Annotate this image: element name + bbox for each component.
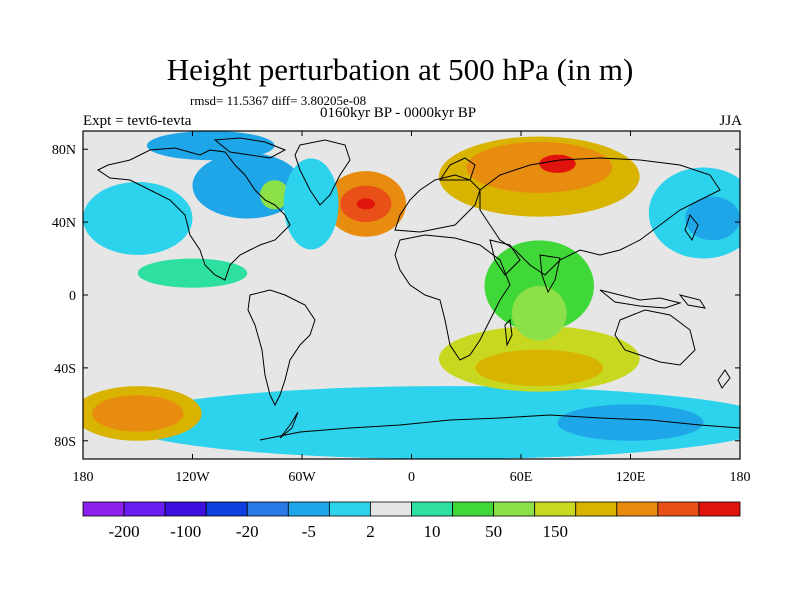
y-tick-label: 40N (52, 216, 76, 231)
colorbar-swatch (164, 501, 207, 517)
coastline-greenland (294, 139, 351, 206)
y-tick-label: 80S (54, 435, 76, 450)
x-tick-label: 0 (408, 470, 415, 485)
season-label: JJA (719, 113, 742, 129)
experiment-label: Expt = tevt6-tevta (83, 113, 192, 129)
stats-line: rmsd= 11.5367 diff= 3.80205e-08 (190, 93, 367, 108)
coastline-madagascar (504, 318, 513, 347)
colorbar-label: -100 (170, 522, 201, 541)
colorbar-swatch (287, 501, 330, 517)
colorbar-swatch (328, 501, 371, 517)
coastline-australia (614, 309, 696, 366)
colorbar-label: 10 (424, 522, 441, 541)
field-north-atlantic-high-center (356, 198, 375, 210)
colorbar-swatch (205, 501, 248, 517)
colorbar-swatch (534, 501, 577, 517)
coastline-europe (394, 174, 481, 233)
x-tick-label: 120E (616, 470, 646, 485)
colorbar-swatch (575, 501, 618, 517)
coastline-indonesia (599, 289, 682, 309)
colorbar: -200 -100 -20 -5 2 10 50 150 (82, 501, 741, 541)
field-tropical-indian-low (484, 240, 594, 332)
colorbar-swatch (82, 501, 125, 517)
colorbar-label: 50 (485, 522, 502, 541)
colorbar-swatch (616, 501, 659, 517)
field-hudson-high (260, 180, 290, 210)
figure-title: Height perturbation at 500 hPa (in m) (166, 52, 634, 87)
field-equatorial-pacific-low (137, 258, 248, 288)
coastline-antarctica (259, 414, 740, 441)
height-field (83, 131, 740, 459)
coastlines (97, 137, 740, 441)
y-tick-label: 80N (52, 143, 76, 158)
coastline-japan (684, 213, 699, 242)
coastline-north-america (97, 147, 291, 281)
coastline-scandinavia (439, 157, 476, 181)
y-tick-label: 0 (69, 289, 76, 304)
colorbar-swatch (493, 501, 536, 517)
field-southern-ocean-band-core (557, 404, 704, 441)
y-tick-label: 40S (54, 362, 76, 377)
coastline-antarctic-peninsula (279, 411, 299, 439)
field-indian-ocean-high-core (475, 349, 604, 387)
coastline-africa (394, 234, 511, 361)
y-axis: 80N 40N 0 40S 80S (52, 143, 740, 450)
coastline-new-zealand (717, 369, 731, 389)
field-tropical-indian-core (511, 285, 567, 341)
colorbar-swatch (698, 501, 741, 517)
colorbar-label: 150 (542, 522, 568, 541)
field-north-pacific-low (83, 182, 193, 255)
field-south-pacific-low (83, 322, 229, 377)
x-tick-label: 180 (730, 470, 751, 485)
x-tick-label: 60E (510, 470, 533, 485)
colorbar-swatch (370, 501, 412, 517)
x-tick-label: 120W (175, 470, 210, 485)
colorbar-swatch (246, 501, 289, 517)
colorbar-label: -5 (302, 522, 316, 541)
field-eurasian-high-core (466, 141, 613, 193)
x-axis: 180 120W 60W 0 60E 120E 180 (73, 131, 751, 485)
colorbar-swatch (123, 501, 166, 517)
coastline-south-america (247, 289, 316, 407)
period-subtitle: 0160kyr BP - 0000kyr BP (320, 105, 477, 121)
x-tick-label: 180 (73, 470, 94, 485)
field-east-asia-low-core (685, 196, 740, 241)
coastline-india (539, 254, 561, 294)
colorbar-swatch (411, 501, 453, 517)
field-eurasian-high-center (539, 154, 576, 173)
field-south-pacific-high-core (92, 395, 184, 432)
coastline-arabia (489, 239, 521, 276)
colorbar-label: 2 (366, 522, 375, 541)
field-west-pacific-ring-low (283, 158, 339, 250)
coastline-arctic-islands (213, 137, 287, 159)
x-tick-label: 60W (288, 470, 316, 485)
colorbar-swatch (452, 501, 495, 517)
colorbar-label: -20 (236, 522, 259, 541)
colorbar-swatch (657, 501, 700, 517)
coastline-new-guinea (678, 294, 707, 309)
colorbar-label: -200 (108, 522, 139, 541)
